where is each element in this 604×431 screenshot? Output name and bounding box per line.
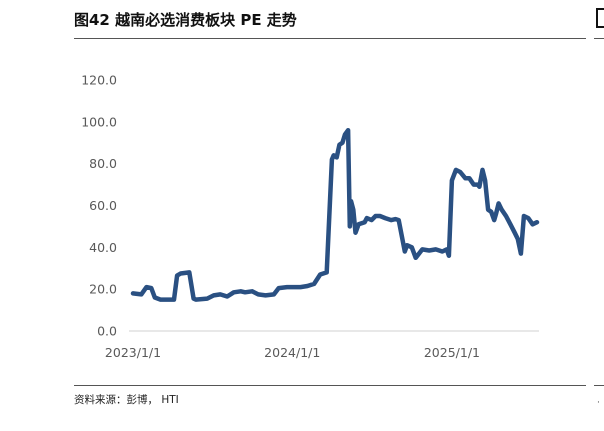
y-tick-label: 0.0 [97,324,117,339]
top-divider [74,38,586,39]
chart-title: 图42 越南必选消费板块 PE 走势 [74,11,297,29]
x-tick-label: 2025/1/1 [424,345,480,360]
pe-series-line [130,127,540,302]
y-tick-label: 40.0 [89,240,117,255]
x-axis-labels: 2023/1/1 2024/1/1 2025/1/1 [105,345,480,360]
source-note: 资料来源：彭博， HTI [74,394,179,406]
x-tick-label: 2024/1/1 [264,345,320,360]
next-page-source-fragment: · [597,398,600,408]
x-tick-label: 2023/1/1 [105,345,161,360]
next-page-title-fragment [596,8,604,28]
y-tick-label: 120.0 [81,73,117,88]
y-tick-label: 60.0 [89,198,117,213]
y-tick-label: 80.0 [89,156,117,171]
y-tick-label: 20.0 [89,282,117,297]
next-page-top-divider [594,38,604,39]
y-tick-label: 100.0 [81,114,117,129]
y-axis-labels: 0.0 20.0 40.0 60.0 80.0 100.0 120.0 [81,73,117,339]
bottom-divider [74,385,586,386]
next-page-bottom-divider [594,385,604,386]
